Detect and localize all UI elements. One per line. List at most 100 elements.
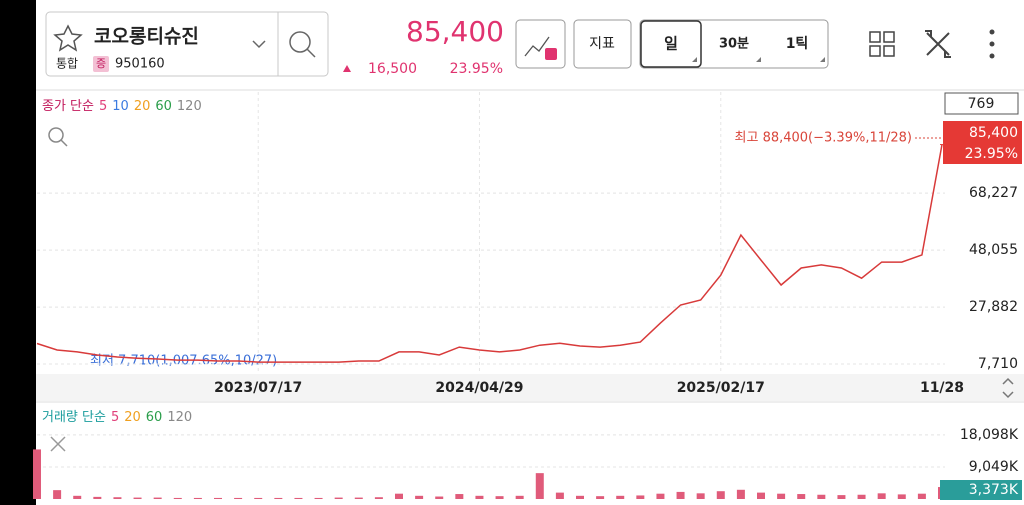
volume-bar [314,497,323,499]
legend-item: 60 [155,99,172,114]
volume-bar [777,493,786,499]
current-rate-label: 23.95% [965,146,1018,162]
low-annotation: 최저 7,710(1,007.65%,10/27) [90,354,277,369]
indicator-label: 지표 [589,36,615,52]
favorite-star[interactable] [53,24,83,52]
volume-bar [857,494,866,499]
volume-bar [455,494,464,499]
current-price-tag [943,121,1022,164]
up-arrow [343,65,351,72]
x-tick-label: 2023/07/17 [214,380,302,396]
price-change: 16,500 [368,61,417,77]
x-tick-label: 2024/04/29 [435,380,523,396]
volume-bar [656,493,665,499]
y-tick-label: 7,710 [978,356,1018,372]
current-volume-tag [940,480,1022,500]
volume-bar [435,496,444,499]
count-box[interactable] [944,92,1019,115]
settings-icon[interactable] [925,30,951,58]
period-tick[interactable]: 1틱 [786,35,809,52]
current-volume-label: 3,373K [969,482,1019,498]
volume-bar [254,497,263,499]
volume-bar [917,493,926,499]
legend-item: 5 [99,99,107,114]
chart-icon [524,36,550,57]
legend-item: 20 [124,410,141,425]
axis-scroll[interactable] [1002,377,1014,399]
volume-bar [897,494,906,499]
volume-bar [173,497,182,499]
layout-icon[interactable] [869,31,895,57]
legend-item: 120 [177,99,202,114]
x-tick-label: 2025/02/17 [677,380,765,396]
period-day[interactable]: 일 [664,35,678,53]
market: 통합 [56,57,78,71]
stock-selector[interactable] [45,11,329,77]
volume-bar [817,494,826,499]
volume-bar [374,497,383,499]
x-axis-band [36,374,1024,401]
volume-bar [113,497,122,499]
volume-bar [415,495,424,499]
x-tick-label: 11/28 [920,380,964,396]
dropdown-chevron[interactable] [252,40,266,49]
volume-bar [877,493,886,499]
volume-bar [797,494,806,499]
volume-bar [274,497,283,499]
legend-item: 120 [167,410,192,425]
volume-bar [596,496,605,499]
volume-bar [53,490,62,499]
volume-bar [515,495,524,499]
legend-title: 거래량 단순 [42,410,106,425]
y-tick-label: 9,049K [969,459,1019,475]
badge-bg [93,56,109,72]
chart-button[interactable] [515,19,566,69]
volume-bar [354,497,363,499]
price-line [36,144,943,363]
high-annotation: 최고 88,400(−3.39%,11/28) [735,131,912,146]
current-price-label: 85,400 [969,125,1018,141]
volume-bar [334,497,343,499]
zoom-handle [60,139,68,147]
volume-bar [495,496,504,499]
volume-bar [475,495,484,499]
search-icon-handle [306,48,316,58]
legend-item: 5 [111,410,119,425]
period-corners [692,57,825,62]
stock-name: 코오롱티슈진 [94,26,199,48]
volume-bar [73,495,82,499]
volume-bar [133,497,142,499]
current-price: 85,400 [406,15,504,48]
volume-bar [33,449,41,499]
volume-bar [576,495,584,499]
volume-bar [214,497,222,499]
volume-bar [616,495,625,499]
legend: 종가 단순 5 10 20 60 120 [42,99,202,114]
volume-bar [294,497,303,499]
change-rate: 23.95% [450,61,503,77]
volume-bar [395,493,403,499]
more-icon[interactable] [989,29,995,59]
volume-bar [676,491,685,499]
legend-title: 종가 단순 [42,99,94,114]
legend: 거래량 단순 5 20 60 120 [42,410,192,425]
zoom-icon[interactable] [48,127,64,143]
stock-code: 950160 [115,57,165,72]
volume-bar [535,473,544,499]
indicator-button[interactable] [573,19,632,69]
play-icon [545,48,557,60]
search-icon[interactable] [289,31,311,53]
close-icon[interactable] [50,436,66,452]
volume-bar [716,491,725,499]
period-selected[interactable] [640,20,702,68]
count-label: 769 [968,96,995,112]
badge: 증 [96,57,106,70]
volume-bar [153,497,162,499]
legend-item: 10 [112,99,129,114]
y-tick-label: 27,882 [969,299,1018,315]
legend-item: 20 [134,99,151,114]
volume-bar [234,497,243,499]
period-30min[interactable]: 30분 [719,37,749,52]
